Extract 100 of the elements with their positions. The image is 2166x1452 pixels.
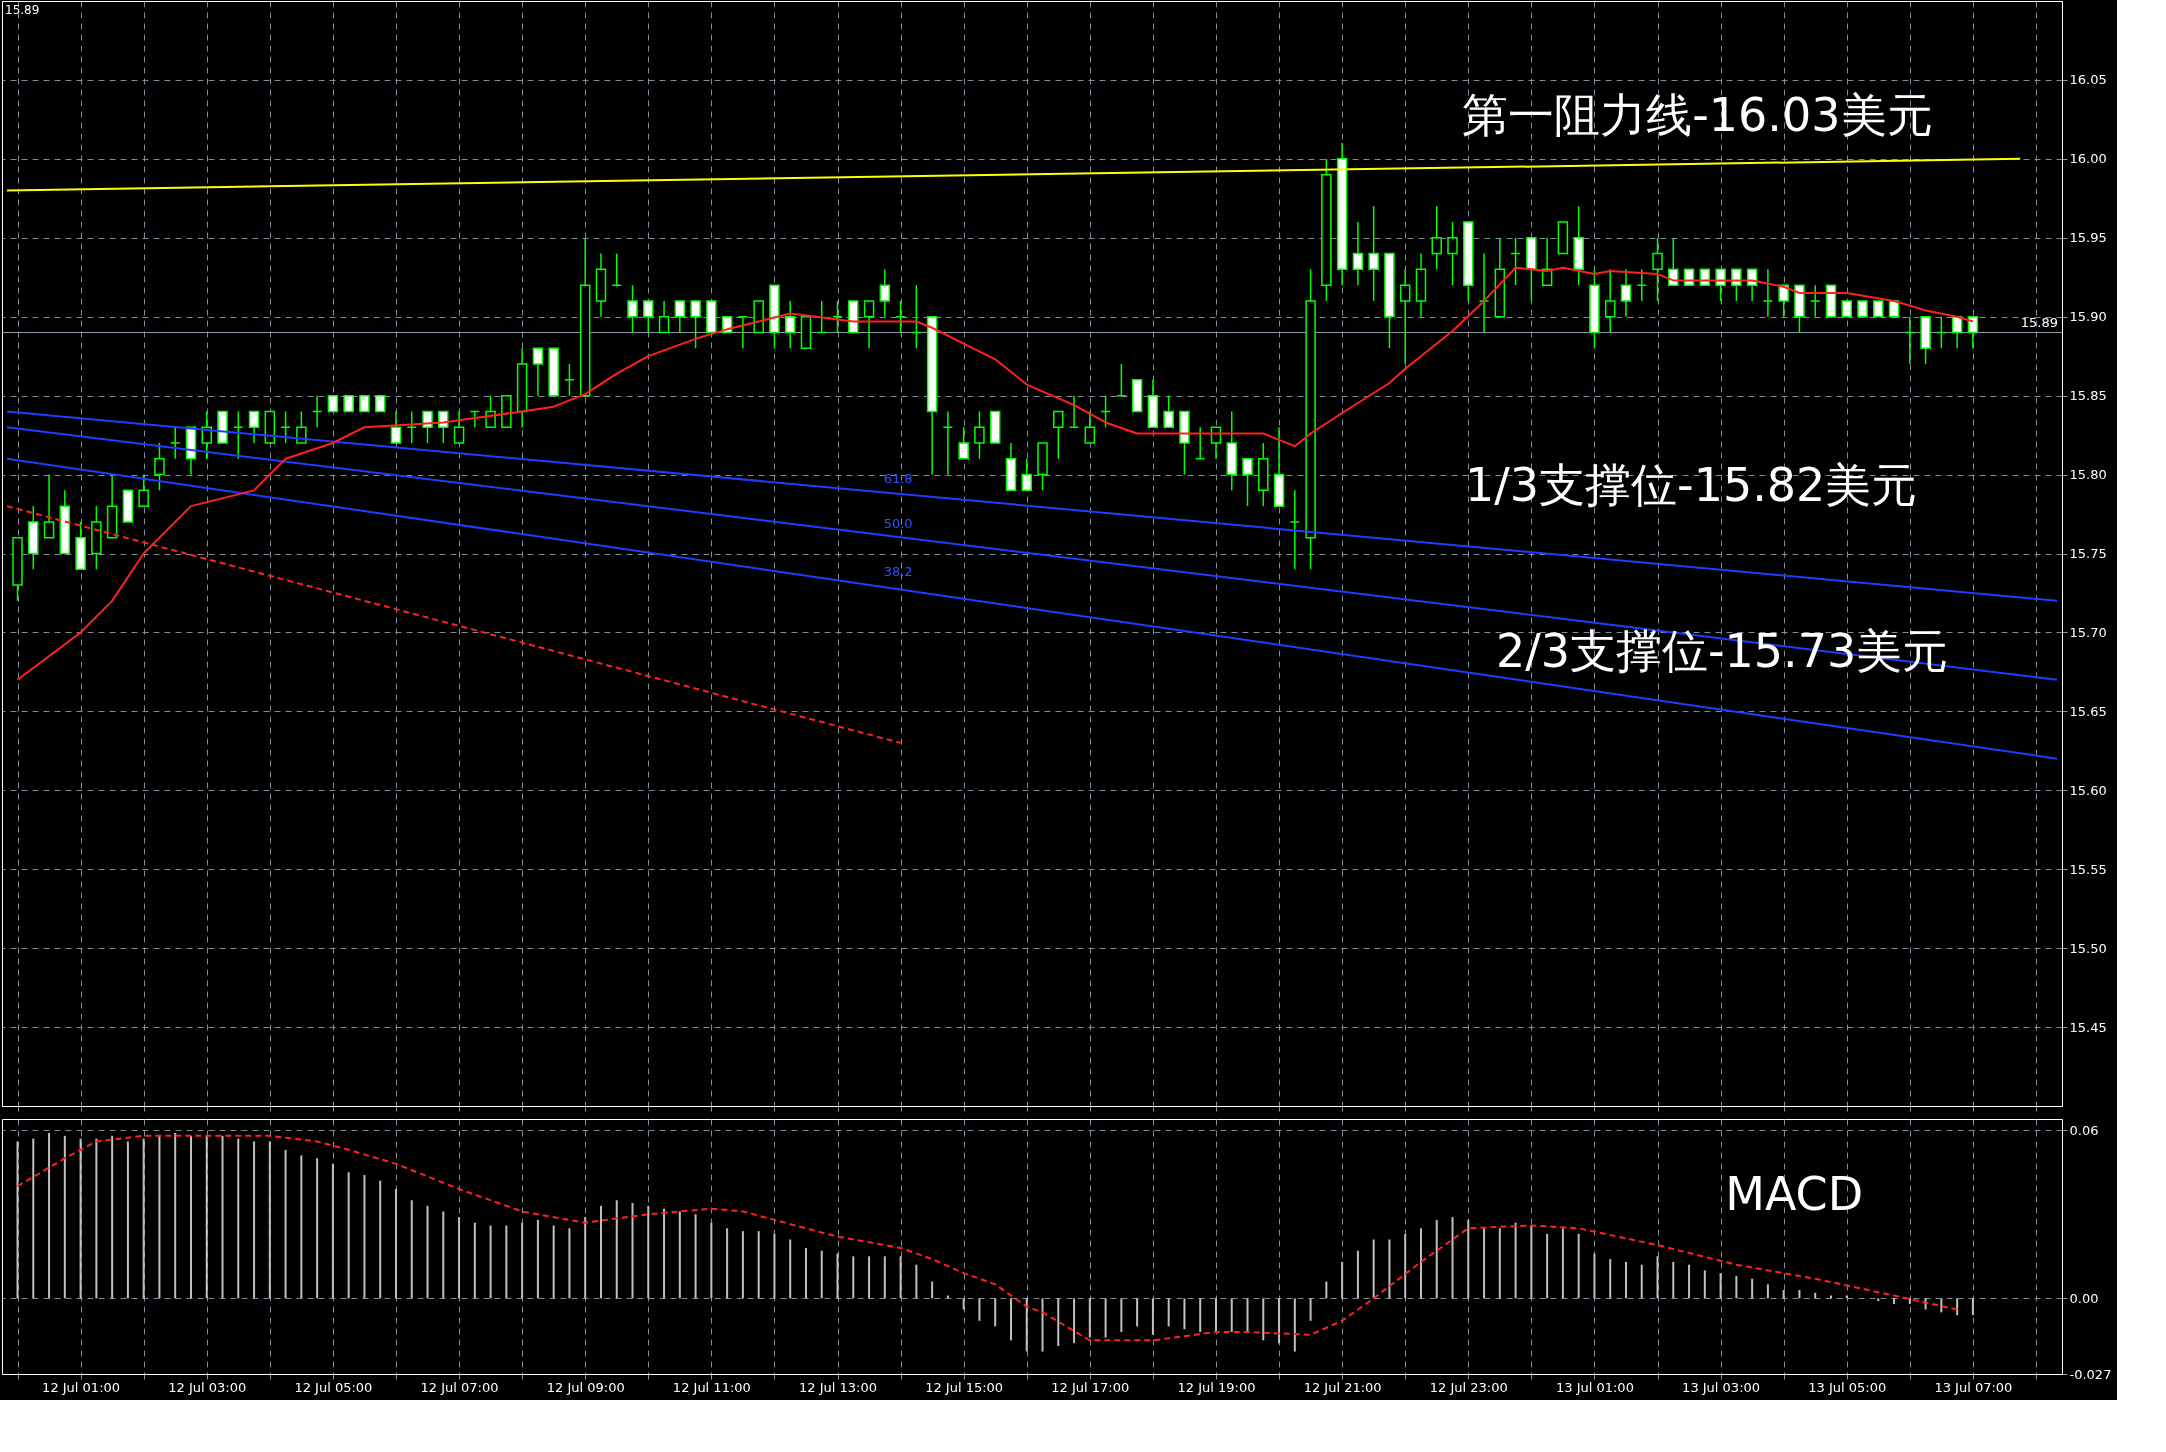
bar	[1593, 1253, 1596, 1299]
bar	[1041, 1298, 1044, 1352]
bar	[1609, 1259, 1612, 1299]
bar	[1009, 1298, 1012, 1341]
bar	[253, 1141, 256, 1299]
x-tick-label: 13 Jul 07:00	[1934, 1379, 2013, 1395]
bar	[237, 1138, 240, 1299]
bar	[1483, 1228, 1486, 1299]
bar	[221, 1135, 224, 1299]
y-tick-label: -0.027	[2069, 1366, 2112, 1382]
bar	[189, 1135, 192, 1299]
y-tick-label: 0.06	[2069, 1122, 2099, 1138]
bar	[1309, 1298, 1312, 1321]
bar	[584, 1217, 587, 1299]
x-tick-label: 12 Jul 09:00	[546, 1379, 625, 1395]
candlestick	[453, 410, 465, 444]
bar	[1956, 1298, 1959, 1316]
x-tick-label: 12 Jul 07:00	[420, 1379, 499, 1395]
bar	[1688, 1264, 1691, 1299]
candlestick	[1668, 237, 1679, 286]
x-tick-label: 12 Jul 21:00	[1303, 1379, 1382, 1395]
bar	[1293, 1298, 1296, 1352]
y-tick-label: 16.00	[2069, 151, 2107, 167]
bar	[804, 1247, 807, 1299]
bar	[1435, 1219, 1438, 1299]
candlestick	[154, 442, 165, 492]
bar	[174, 1133, 177, 1299]
bar	[1341, 1261, 1344, 1299]
bar	[741, 1231, 744, 1299]
candlestick	[296, 410, 307, 444]
bar	[899, 1256, 902, 1299]
bar	[836, 1253, 839, 1299]
bar	[1766, 1284, 1769, 1299]
bar	[1561, 1228, 1564, 1299]
bar	[1262, 1298, 1265, 1341]
bar	[142, 1138, 145, 1299]
candlestick	[1620, 268, 1632, 318]
y-tick-label: 15.50	[2069, 940, 2107, 956]
candlestick	[674, 300, 686, 334]
x-tick-label: 12 Jul 01:00	[42, 1379, 121, 1395]
bar	[615, 1200, 618, 1299]
candlestick	[958, 426, 969, 460]
bar	[552, 1225, 555, 1299]
y-tick-label: 15.90	[2069, 309, 2107, 325]
bar	[678, 1211, 681, 1299]
bar	[883, 1256, 886, 1299]
bar	[599, 1205, 602, 1299]
x-tick-label: 12 Jul 03:00	[168, 1379, 247, 1395]
annotation: 38.2	[883, 564, 913, 580]
bar	[1514, 1222, 1517, 1299]
bar	[126, 1141, 129, 1299]
bar	[915, 1264, 918, 1299]
bar	[994, 1298, 997, 1327]
bar	[1372, 1239, 1375, 1299]
candlestick	[1431, 205, 1442, 271]
bar	[473, 1222, 476, 1299]
bar	[1530, 1225, 1533, 1299]
bar	[32, 1138, 35, 1299]
bar	[1546, 1233, 1549, 1299]
bar	[1451, 1217, 1454, 1299]
bar	[1278, 1298, 1281, 1344]
candlestick	[1352, 221, 1364, 286]
bar	[1735, 1275, 1738, 1299]
candlestick	[1163, 394, 1174, 428]
bar	[1073, 1298, 1076, 1344]
candlestick	[974, 410, 985, 460]
bar	[1798, 1289, 1801, 1299]
bar	[363, 1175, 366, 1299]
bar	[1940, 1298, 1943, 1313]
bar	[568, 1228, 571, 1299]
ref-line-label: 15.89	[2020, 314, 2058, 330]
candlestick	[879, 268, 891, 318]
bar	[79, 1138, 82, 1299]
candlestick	[1715, 268, 1726, 302]
candlestick	[1447, 221, 1458, 286]
bar	[1088, 1298, 1091, 1338]
annotation: 15.89	[5, 3, 40, 17]
bar	[331, 1163, 334, 1299]
candlestick	[1731, 268, 1742, 302]
bar	[631, 1203, 634, 1299]
bar	[16, 1141, 19, 1299]
candlestick	[485, 394, 496, 428]
y-tick-label: 15.55	[2069, 861, 2107, 877]
bar	[521, 1222, 524, 1299]
bar	[1356, 1250, 1359, 1299]
bar	[426, 1205, 429, 1299]
bar	[1167, 1298, 1170, 1327]
candlestick	[863, 300, 875, 350]
candlestick	[1053, 410, 1064, 460]
x-tick-label: 12 Jul 11:00	[672, 1379, 751, 1395]
bar	[1136, 1298, 1139, 1327]
x-tick-label: 12 Jul 17:00	[1051, 1379, 1130, 1395]
bar	[300, 1155, 303, 1299]
y-tick-label: 15.60	[2069, 782, 2107, 798]
bar	[1104, 1298, 1107, 1338]
x-tick-label: 13 Jul 03:00	[1682, 1379, 1761, 1395]
bar	[158, 1135, 161, 1299]
candlestick	[422, 410, 433, 444]
candlestick	[1021, 458, 1032, 492]
candlestick	[1399, 268, 1411, 365]
